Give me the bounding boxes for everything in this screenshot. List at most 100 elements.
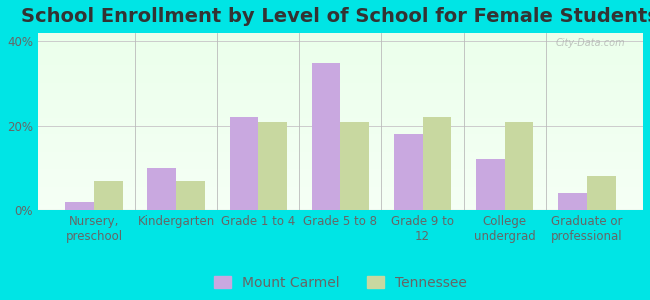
Bar (38, 47, 643, 49)
Bar (38, 129, 643, 130)
Bar (38, 84, 643, 86)
Bar (38, 98, 643, 100)
Bar (341, 122, 369, 210)
Bar (38, 54, 643, 56)
Bar (38, 153, 643, 155)
Bar (38, 37, 643, 38)
Bar (558, 193, 587, 210)
Bar (38, 203, 643, 205)
Bar (38, 82, 643, 84)
Bar (38, 44, 643, 45)
Bar (38, 180, 643, 182)
Bar (38, 130, 643, 132)
Bar (38, 51, 643, 52)
Bar (38, 132, 643, 134)
Bar (38, 60, 643, 61)
Bar (38, 123, 643, 125)
Bar (38, 33, 643, 35)
Bar (38, 38, 643, 40)
Bar (176, 181, 205, 210)
Bar (38, 176, 643, 178)
Bar (148, 168, 176, 210)
Bar (38, 167, 643, 169)
Bar (38, 116, 643, 118)
Bar (38, 155, 643, 157)
Bar (38, 70, 643, 72)
Bar (38, 109, 643, 111)
Bar (38, 102, 643, 104)
Bar (38, 178, 643, 180)
Bar (38, 206, 643, 208)
Bar (38, 120, 643, 122)
Bar (38, 113, 643, 114)
Bar (38, 122, 643, 123)
Bar (258, 122, 287, 210)
Bar (38, 175, 643, 176)
Bar (38, 79, 643, 81)
Bar (38, 111, 643, 113)
Bar (38, 145, 643, 146)
Bar (422, 117, 451, 210)
Bar (38, 97, 643, 98)
Bar (38, 68, 643, 70)
Bar (38, 72, 643, 74)
Bar (38, 139, 643, 141)
Bar (38, 190, 643, 192)
Bar (38, 92, 643, 93)
Bar (38, 35, 643, 37)
Bar (38, 107, 643, 109)
Bar (38, 137, 643, 139)
Bar (394, 134, 422, 210)
Bar (38, 162, 643, 164)
Bar (38, 146, 643, 148)
Bar (38, 127, 643, 129)
Bar (38, 159, 643, 161)
Bar (38, 90, 643, 92)
Bar (38, 67, 643, 68)
Bar (38, 104, 643, 106)
Bar (65, 202, 94, 210)
Bar (38, 100, 643, 102)
Bar (38, 76, 643, 77)
Bar (38, 114, 643, 116)
Bar (38, 93, 643, 95)
Bar (38, 192, 643, 194)
Bar (38, 169, 643, 171)
Bar (38, 61, 643, 63)
Bar (38, 95, 643, 97)
Bar (38, 157, 643, 159)
Bar (38, 187, 643, 189)
Bar (38, 77, 643, 79)
Bar (38, 166, 643, 167)
Bar (38, 148, 643, 150)
Bar (38, 208, 643, 210)
Bar (38, 173, 643, 175)
Bar (38, 81, 643, 82)
Bar (38, 164, 643, 166)
Bar (38, 52, 643, 54)
Bar (38, 86, 643, 88)
Bar (38, 118, 643, 120)
Bar (38, 42, 643, 44)
Bar (38, 141, 643, 143)
Bar (38, 106, 643, 107)
Bar (38, 200, 643, 201)
Bar (38, 150, 643, 152)
Bar (38, 160, 643, 162)
Bar (38, 205, 643, 206)
Bar (504, 122, 534, 210)
Bar (38, 185, 643, 187)
Bar (476, 159, 504, 210)
Bar (94, 181, 123, 210)
Bar (38, 152, 643, 153)
Legend: Mount Carmel, Tennessee: Mount Carmel, Tennessee (209, 270, 473, 295)
Bar (38, 201, 643, 203)
Bar (229, 117, 258, 210)
Bar (38, 184, 643, 185)
Bar (38, 40, 643, 42)
Bar (38, 194, 643, 196)
Bar (38, 56, 643, 58)
Bar (38, 189, 643, 190)
Bar (38, 58, 643, 60)
Bar (38, 45, 643, 47)
